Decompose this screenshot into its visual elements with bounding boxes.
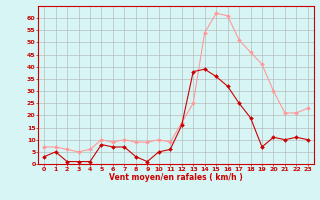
X-axis label: Vent moyen/en rafales ( km/h ): Vent moyen/en rafales ( km/h ): [109, 173, 243, 182]
